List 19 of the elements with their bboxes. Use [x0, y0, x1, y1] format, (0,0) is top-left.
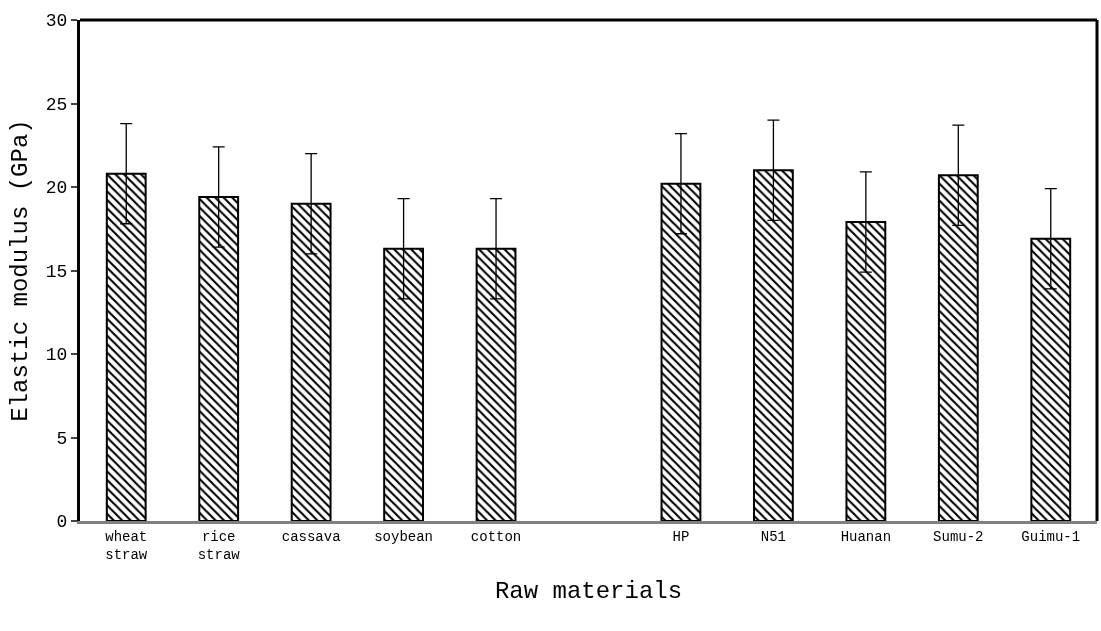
y-tick-label: 20 [45, 178, 68, 199]
x-tick-label: N51 [760, 528, 787, 545]
x-tick-label: soybean [374, 528, 433, 545]
x-tick-label: Huanan [840, 528, 892, 545]
x-tick-label: rice straw [197, 528, 241, 563]
y-tick-label: 25 [45, 94, 68, 115]
y-tick-label: 15 [45, 261, 68, 282]
y-tick-label: 5 [56, 428, 68, 449]
x-tick-label: cassava [281, 528, 341, 545]
x-tick-label: wheat straw [105, 528, 148, 563]
x-tick-label: Sumu-2 [933, 528, 984, 545]
y-tick-label: 30 [45, 11, 68, 32]
y-tick-label: 10 [45, 345, 68, 366]
y-axis-title: Elastic modulus (GPa) [6, 119, 34, 422]
x-tick-label: cotton [470, 528, 522, 545]
x-tick-label: Guimu-1 [1021, 528, 1081, 545]
x-tick-label: HP [672, 528, 690, 545]
x-axis-title: Raw materials [494, 578, 683, 606]
y-tick-label: 0 [56, 512, 68, 533]
